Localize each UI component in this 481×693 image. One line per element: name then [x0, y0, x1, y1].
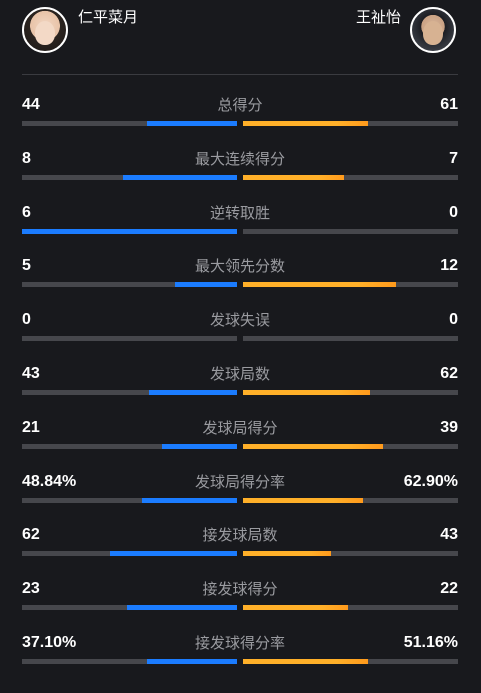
stat-right-bar-track: [243, 551, 458, 556]
stat-left-value: 48.84%: [22, 473, 77, 490]
stat-left-bar-fill: [161, 444, 237, 449]
stat-left-bar-fill: [123, 175, 237, 180]
stat-right-value: 51.16%: [403, 634, 458, 651]
player-right-face-icon: [423, 21, 443, 45]
stat-right-bar-track: [243, 336, 458, 341]
stat-right-bar-track: [243, 498, 458, 503]
stat-left-bar-track: [22, 498, 237, 503]
player-left-avatar[interactable]: [22, 7, 68, 53]
stat-right-bar-track: [243, 444, 458, 449]
stat-right-bar-fill: [243, 659, 368, 664]
stat-left-value: 6: [22, 204, 31, 221]
stat-left-bar-track: [22, 175, 237, 180]
stat-label: 接发球得分率: [194, 634, 285, 652]
player-left-name[interactable]: 仁平菜月: [78, 8, 139, 26]
header-divider: [22, 74, 458, 75]
stat-label: 逆转取胜: [209, 204, 270, 222]
stat-right-bar-fill: [243, 390, 370, 395]
stat-right-bar-fill: [243, 444, 383, 449]
stat-left-bar-fill: [146, 659, 237, 664]
match-header: 仁平菜月 王祉怡: [0, 0, 481, 60]
stat-right-value: 12: [440, 257, 458, 274]
stat-right-value: 0: [449, 204, 458, 221]
stat-row: 最大连续得分 8 7: [22, 149, 458, 189]
stat-label: 总得分: [217, 96, 263, 114]
stat-left-bar-track: [22, 229, 237, 234]
stat-row: 总得分 44 61: [22, 95, 458, 135]
stat-label: 发球局得分率: [194, 473, 285, 491]
stat-left-bar-track: [22, 336, 237, 341]
stat-left-bar-track: [22, 605, 237, 610]
stat-row: 发球局数 43 62: [22, 364, 458, 404]
stat-left-bar-track: [22, 121, 237, 126]
stat-right-bar-fill: [243, 498, 364, 503]
stat-right-bar-fill: [243, 175, 345, 180]
stat-left-value: 8: [22, 150, 31, 167]
stat-right-bar-track: [243, 175, 458, 180]
stat-left-value: 0: [22, 311, 31, 328]
stat-right-bar-track: [243, 659, 458, 664]
stat-left-bar-track: [22, 444, 237, 449]
stat-right-value: 62: [440, 365, 458, 382]
stat-right-value: 22: [440, 580, 458, 597]
stat-left-value: 62: [22, 526, 40, 543]
stat-row: 发球失误 0 0: [22, 310, 458, 350]
stat-right-bar-track: [243, 605, 458, 610]
stat-right-value: 0: [449, 311, 458, 328]
stat-left-value: 44: [22, 96, 40, 113]
stat-right-value: 39: [440, 419, 458, 436]
stat-row: 逆转取胜 6 0: [22, 203, 458, 243]
stat-right-bar-fill: [243, 551, 332, 556]
stat-right-bar-track: [243, 282, 458, 287]
stat-right-bar-track: [243, 390, 458, 395]
stat-left-bar-fill: [148, 390, 237, 395]
stat-right-bar-fill: [243, 282, 396, 287]
player-right-name[interactable]: 王祉怡: [355, 8, 401, 26]
stat-right-value: 62.90%: [403, 473, 458, 490]
stat-row: 最大领先分数 5 12: [22, 256, 458, 296]
stat-left-bar-track: [22, 659, 237, 664]
stat-left-value: 43: [22, 365, 40, 382]
player-left-face-icon: [35, 21, 55, 45]
stat-right-value: 43: [440, 526, 458, 543]
stat-left-bar-track: [22, 282, 237, 287]
player-right-avatar[interactable]: [410, 7, 456, 53]
stat-left-bar-fill: [127, 605, 237, 610]
stat-right-value: 7: [449, 150, 458, 167]
stat-row: 发球局得分 21 39: [22, 418, 458, 458]
stat-label: 发球局得分: [202, 419, 278, 437]
stat-left-bar-fill: [142, 498, 237, 503]
stat-left-value: 37.10%: [22, 634, 77, 651]
stat-left-bar-track: [22, 551, 237, 556]
stat-left-bar-fill: [146, 121, 237, 126]
stat-left-bar-fill: [174, 282, 237, 287]
stat-left-value: 21: [22, 419, 40, 436]
stat-label: 发球局数: [209, 365, 270, 383]
stat-left-bar-track: [22, 390, 237, 395]
stat-right-value: 61: [440, 96, 458, 113]
stat-right-bar-track: [243, 121, 458, 126]
stat-label: 接发球局数: [202, 526, 278, 544]
stat-left-bar-fill: [22, 229, 237, 234]
stat-label: 最大连续得分: [194, 150, 285, 168]
stat-row: 接发球得分率 37.10% 51.16%: [22, 633, 458, 673]
stat-right-bar-track: [243, 229, 458, 234]
stat-left-value: 5: [22, 257, 31, 274]
stat-row: 接发球得分 23 22: [22, 579, 458, 619]
stat-right-bar-fill: [243, 605, 349, 610]
stat-right-bar-fill: [243, 121, 368, 126]
stat-left-value: 23: [22, 580, 40, 597]
stat-label: 最大领先分数: [194, 257, 285, 275]
stat-left-bar-fill: [110, 551, 237, 556]
stat-label: 发球失误: [209, 311, 270, 329]
stat-row: 接发球局数 62 43: [22, 525, 458, 565]
stat-row: 发球局得分率 48.84% 62.90%: [22, 472, 458, 512]
stat-label: 接发球得分: [202, 580, 278, 598]
